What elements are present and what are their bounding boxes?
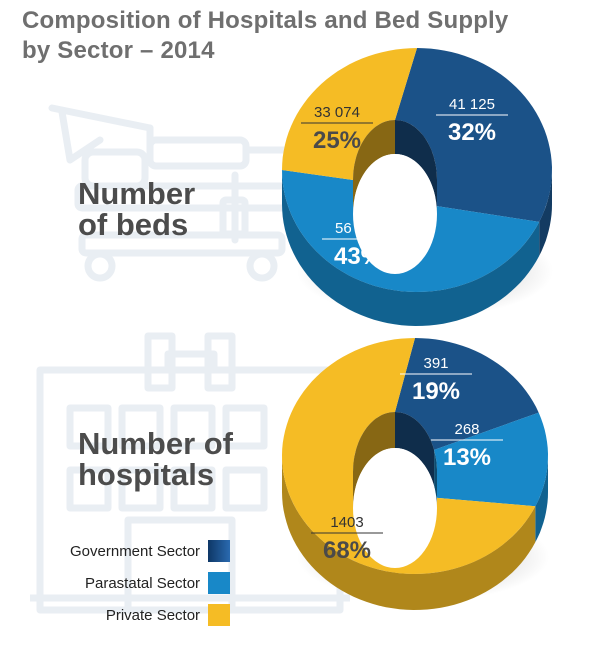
- slice-side-parastatal: [282, 170, 540, 326]
- legend-swatch-parastatal: [208, 572, 231, 594]
- slice-percent-label: 13%: [443, 444, 491, 471]
- inner-wall-private: [353, 120, 395, 214]
- slice-private: [282, 48, 417, 180]
- legend-label: Parastatal Sector: [85, 574, 201, 592]
- slice-percent-label: 68%: [323, 537, 371, 564]
- legend: Government Sector Parastatal Sector Priv…: [70, 535, 231, 631]
- slice-value-label: 41 125: [449, 96, 495, 113]
- slice-side-private: [282, 456, 536, 610]
- slice-value-label: 33 074: [314, 104, 360, 121]
- slice-value-label: 1403: [330, 514, 363, 531]
- slice-percent-label: 32%: [448, 119, 496, 146]
- legend-swatch-government: [208, 540, 231, 562]
- beds-chart-label-line-2: of beds: [78, 207, 189, 242]
- hospitals-chart-label-line-2: hospitals: [78, 457, 215, 492]
- beds-chart-label: Number of beds: [78, 178, 195, 240]
- hospitals-chart-label: Number of hospitals: [78, 428, 233, 490]
- inner-wall-government: [395, 120, 437, 214]
- donut-chart-beds: 41 125 32% 56 701 43% 33 074 25%: [282, 48, 554, 326]
- slice-government: [395, 338, 539, 450]
- hospitals-chart-label-line-1: Number of: [78, 426, 233, 461]
- legend-item-private: Private Sector: [70, 599, 231, 631]
- legend-swatch-private: [208, 604, 231, 626]
- slice-value-label: 391: [423, 355, 448, 372]
- chart-title: Composition of Hospitals and Bed Supply …: [22, 6, 508, 66]
- slice-percent-label: 25%: [313, 127, 361, 154]
- hole-opening: [353, 448, 437, 568]
- legend-item-parastatal: Parastatal Sector: [70, 567, 231, 599]
- hospital-building-icon: [30, 332, 350, 614]
- slice-side-parastatal: [535, 456, 548, 543]
- legend-label: Government Sector: [70, 542, 201, 560]
- slice-government: [395, 48, 552, 222]
- inner-wall-private: [353, 412, 395, 508]
- slice-value-label: 56 701: [335, 220, 381, 237]
- legend-item-government: Government Sector: [70, 535, 231, 567]
- slice-value-label: 268: [454, 421, 479, 438]
- beds-chart-label-line-1: Number: [78, 176, 196, 211]
- slice-percent-label: 19%: [412, 378, 460, 405]
- legend-label: Private Sector: [105, 606, 201, 624]
- inner-wall-government: [395, 412, 435, 486]
- hole-opening: [353, 154, 437, 274]
- slice-side-government: [539, 170, 552, 256]
- chart-title-line-1: Composition of Hospitals and Bed Supply: [22, 7, 509, 34]
- donut-hole: [353, 412, 437, 568]
- chart-title-line-2: by Sector – 2014: [22, 37, 215, 64]
- donut-chart-hospitals: 391 19% 268 13% 1403 68%: [282, 338, 550, 610]
- slice-private: [282, 338, 536, 574]
- inner-wall-parastatal: [434, 449, 437, 508]
- slice-parastatal: [433, 412, 548, 507]
- slice-percent-label: 43%: [334, 243, 382, 270]
- slice-parastatal: [282, 170, 540, 292]
- donut-hole: [353, 120, 437, 274]
